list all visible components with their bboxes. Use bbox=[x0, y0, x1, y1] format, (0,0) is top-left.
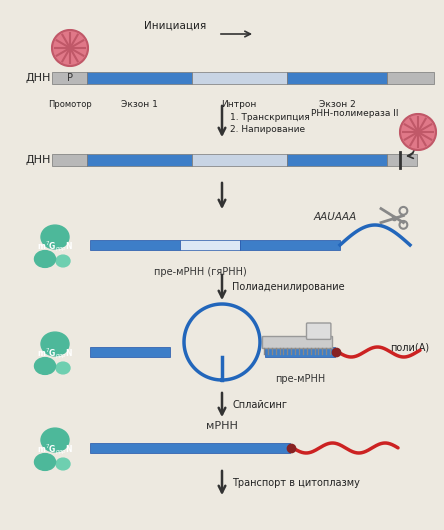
FancyBboxPatch shape bbox=[387, 72, 434, 84]
FancyBboxPatch shape bbox=[262, 336, 332, 348]
Ellipse shape bbox=[41, 332, 69, 356]
Ellipse shape bbox=[35, 251, 56, 268]
Ellipse shape bbox=[35, 358, 56, 374]
FancyBboxPatch shape bbox=[52, 72, 87, 84]
Circle shape bbox=[400, 114, 436, 150]
FancyBboxPatch shape bbox=[387, 154, 417, 166]
Ellipse shape bbox=[41, 428, 69, 452]
Ellipse shape bbox=[56, 255, 70, 267]
FancyBboxPatch shape bbox=[52, 154, 87, 166]
FancyBboxPatch shape bbox=[265, 347, 335, 357]
FancyBboxPatch shape bbox=[287, 154, 387, 166]
Text: m$^7$G$_{ppp}$N: m$^7$G$_{ppp}$N bbox=[37, 347, 73, 361]
Ellipse shape bbox=[35, 454, 56, 471]
Text: пре-мРНН: пре-мРНН bbox=[275, 374, 325, 384]
Text: Сплайсинг: Сплайсинг bbox=[232, 400, 287, 410]
FancyBboxPatch shape bbox=[287, 72, 387, 84]
Text: Интрон: Интрон bbox=[221, 100, 257, 109]
Text: 1. Транскрипция: 1. Транскрипция bbox=[230, 113, 310, 122]
Text: Экзон 2: Экзон 2 bbox=[319, 100, 355, 109]
FancyBboxPatch shape bbox=[192, 154, 287, 166]
Ellipse shape bbox=[41, 225, 69, 249]
FancyBboxPatch shape bbox=[180, 240, 240, 250]
Text: Экзон 1: Экзон 1 bbox=[121, 100, 158, 109]
FancyBboxPatch shape bbox=[192, 72, 287, 84]
Text: m$^7$G$_{ppp}$N: m$^7$G$_{ppp}$N bbox=[37, 240, 73, 254]
Text: Транспорт в цитоплазму: Транспорт в цитоплазму bbox=[232, 478, 360, 488]
Text: пре-мРНН (гяРНН): пре-мРНН (гяРНН) bbox=[154, 267, 246, 277]
FancyBboxPatch shape bbox=[90, 240, 180, 250]
Circle shape bbox=[52, 30, 88, 66]
Ellipse shape bbox=[56, 458, 70, 470]
Text: мРНН: мРНН bbox=[206, 421, 238, 431]
FancyBboxPatch shape bbox=[306, 323, 331, 339]
Text: Р: Р bbox=[67, 73, 73, 83]
FancyBboxPatch shape bbox=[90, 443, 290, 453]
Text: Полиаденилирование: Полиаденилирование bbox=[232, 282, 345, 292]
Text: Инициация: Инициация bbox=[144, 21, 206, 31]
Text: ДНН: ДНН bbox=[25, 73, 51, 83]
FancyBboxPatch shape bbox=[90, 347, 170, 357]
Text: m$^7$G$_{ppp}$N: m$^7$G$_{ppp}$N bbox=[37, 443, 73, 457]
Text: поли(А): поли(А) bbox=[390, 343, 429, 353]
FancyBboxPatch shape bbox=[240, 240, 340, 250]
Ellipse shape bbox=[56, 362, 70, 374]
FancyBboxPatch shape bbox=[87, 72, 192, 84]
Text: 2. Напирование: 2. Напирование bbox=[230, 125, 305, 134]
Text: ДНН: ДНН bbox=[25, 155, 51, 165]
Text: AAUAAA: AAUAAA bbox=[313, 212, 357, 222]
Text: Промотор: Промотор bbox=[48, 100, 92, 109]
FancyBboxPatch shape bbox=[87, 154, 192, 166]
Text: РНН-полимераза II: РНН-полимераза II bbox=[311, 109, 399, 118]
